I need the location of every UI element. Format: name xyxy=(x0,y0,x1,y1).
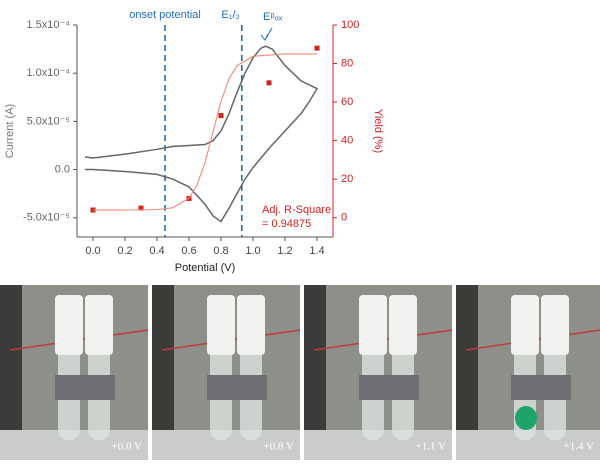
x-tick-label: 0.2 xyxy=(117,245,132,257)
photo-label: +0.8 V xyxy=(264,441,295,453)
y2-tick-label: 0 xyxy=(341,212,347,224)
x-tick-label: 1.4 xyxy=(309,245,324,257)
cap xyxy=(389,295,417,355)
x-tick-label: 0.6 xyxy=(181,245,196,257)
cap xyxy=(237,295,265,355)
clamp xyxy=(207,375,267,400)
y-tick-label: -5.0x10⁻⁵ xyxy=(23,212,70,224)
photo-label: +1.1 V xyxy=(416,441,447,453)
photo-wall xyxy=(152,285,174,460)
y2-axis-label: Yield (%) xyxy=(372,109,384,153)
annotation: = 0.94875 xyxy=(262,218,311,230)
line-series xyxy=(84,45,319,223)
photo-label: +1.4 V xyxy=(564,441,595,453)
x-tick-label: 0.8 xyxy=(213,245,228,257)
scatter-point xyxy=(218,113,224,119)
line-series xyxy=(93,53,317,211)
x-tick-label: 1.2 xyxy=(277,245,292,257)
x-axis-label: Potential (V) xyxy=(175,262,236,274)
y2-tick-label: 80 xyxy=(341,57,353,69)
y-tick-label: 1.0x10⁻⁴ xyxy=(26,67,70,79)
clamp xyxy=(359,375,419,400)
solution xyxy=(515,406,537,430)
y2-tick-label: 40 xyxy=(341,135,353,147)
annotation: Adj. R-Square xyxy=(262,204,331,216)
y2-tick-label: 20 xyxy=(341,173,353,185)
photo-wall xyxy=(0,285,22,460)
photo-strip: +0.0 V +0.8 V +1.1 V +1.4 V xyxy=(0,285,600,460)
reference-label: onset potential xyxy=(129,9,201,21)
scatter-point xyxy=(266,80,272,86)
photo-label: +0.0 V xyxy=(112,441,143,453)
cap xyxy=(207,295,235,355)
x-tick-label: 1.0 xyxy=(245,245,260,257)
x-tick-label: 0.4 xyxy=(149,245,164,257)
annotation: Eᵖₒₓ xyxy=(263,11,283,23)
y-tick-label: 0.0 xyxy=(55,163,70,175)
cap xyxy=(85,295,113,355)
cap xyxy=(511,295,539,355)
y-axis-label: Current (A) xyxy=(4,104,16,158)
annotation-arrow xyxy=(260,27,273,41)
clamp xyxy=(55,375,115,400)
y-tick-label: 1.5x10⁻⁴ xyxy=(26,19,70,31)
x-tick-label: 0.0 xyxy=(85,245,100,257)
y2-tick-label: 100 xyxy=(341,19,359,31)
photo-wall xyxy=(304,285,326,460)
cap xyxy=(359,295,387,355)
y-tick-label: 5.0x10⁻⁵ xyxy=(27,115,70,127)
y2-tick-label: 60 xyxy=(341,96,353,108)
cap xyxy=(541,295,569,355)
reference-label: E₁/₂ xyxy=(221,9,239,21)
clamp xyxy=(511,375,571,400)
scatter-point xyxy=(314,45,320,51)
cap xyxy=(55,295,83,355)
scatter-point xyxy=(138,205,144,211)
photo-wall xyxy=(456,285,478,460)
